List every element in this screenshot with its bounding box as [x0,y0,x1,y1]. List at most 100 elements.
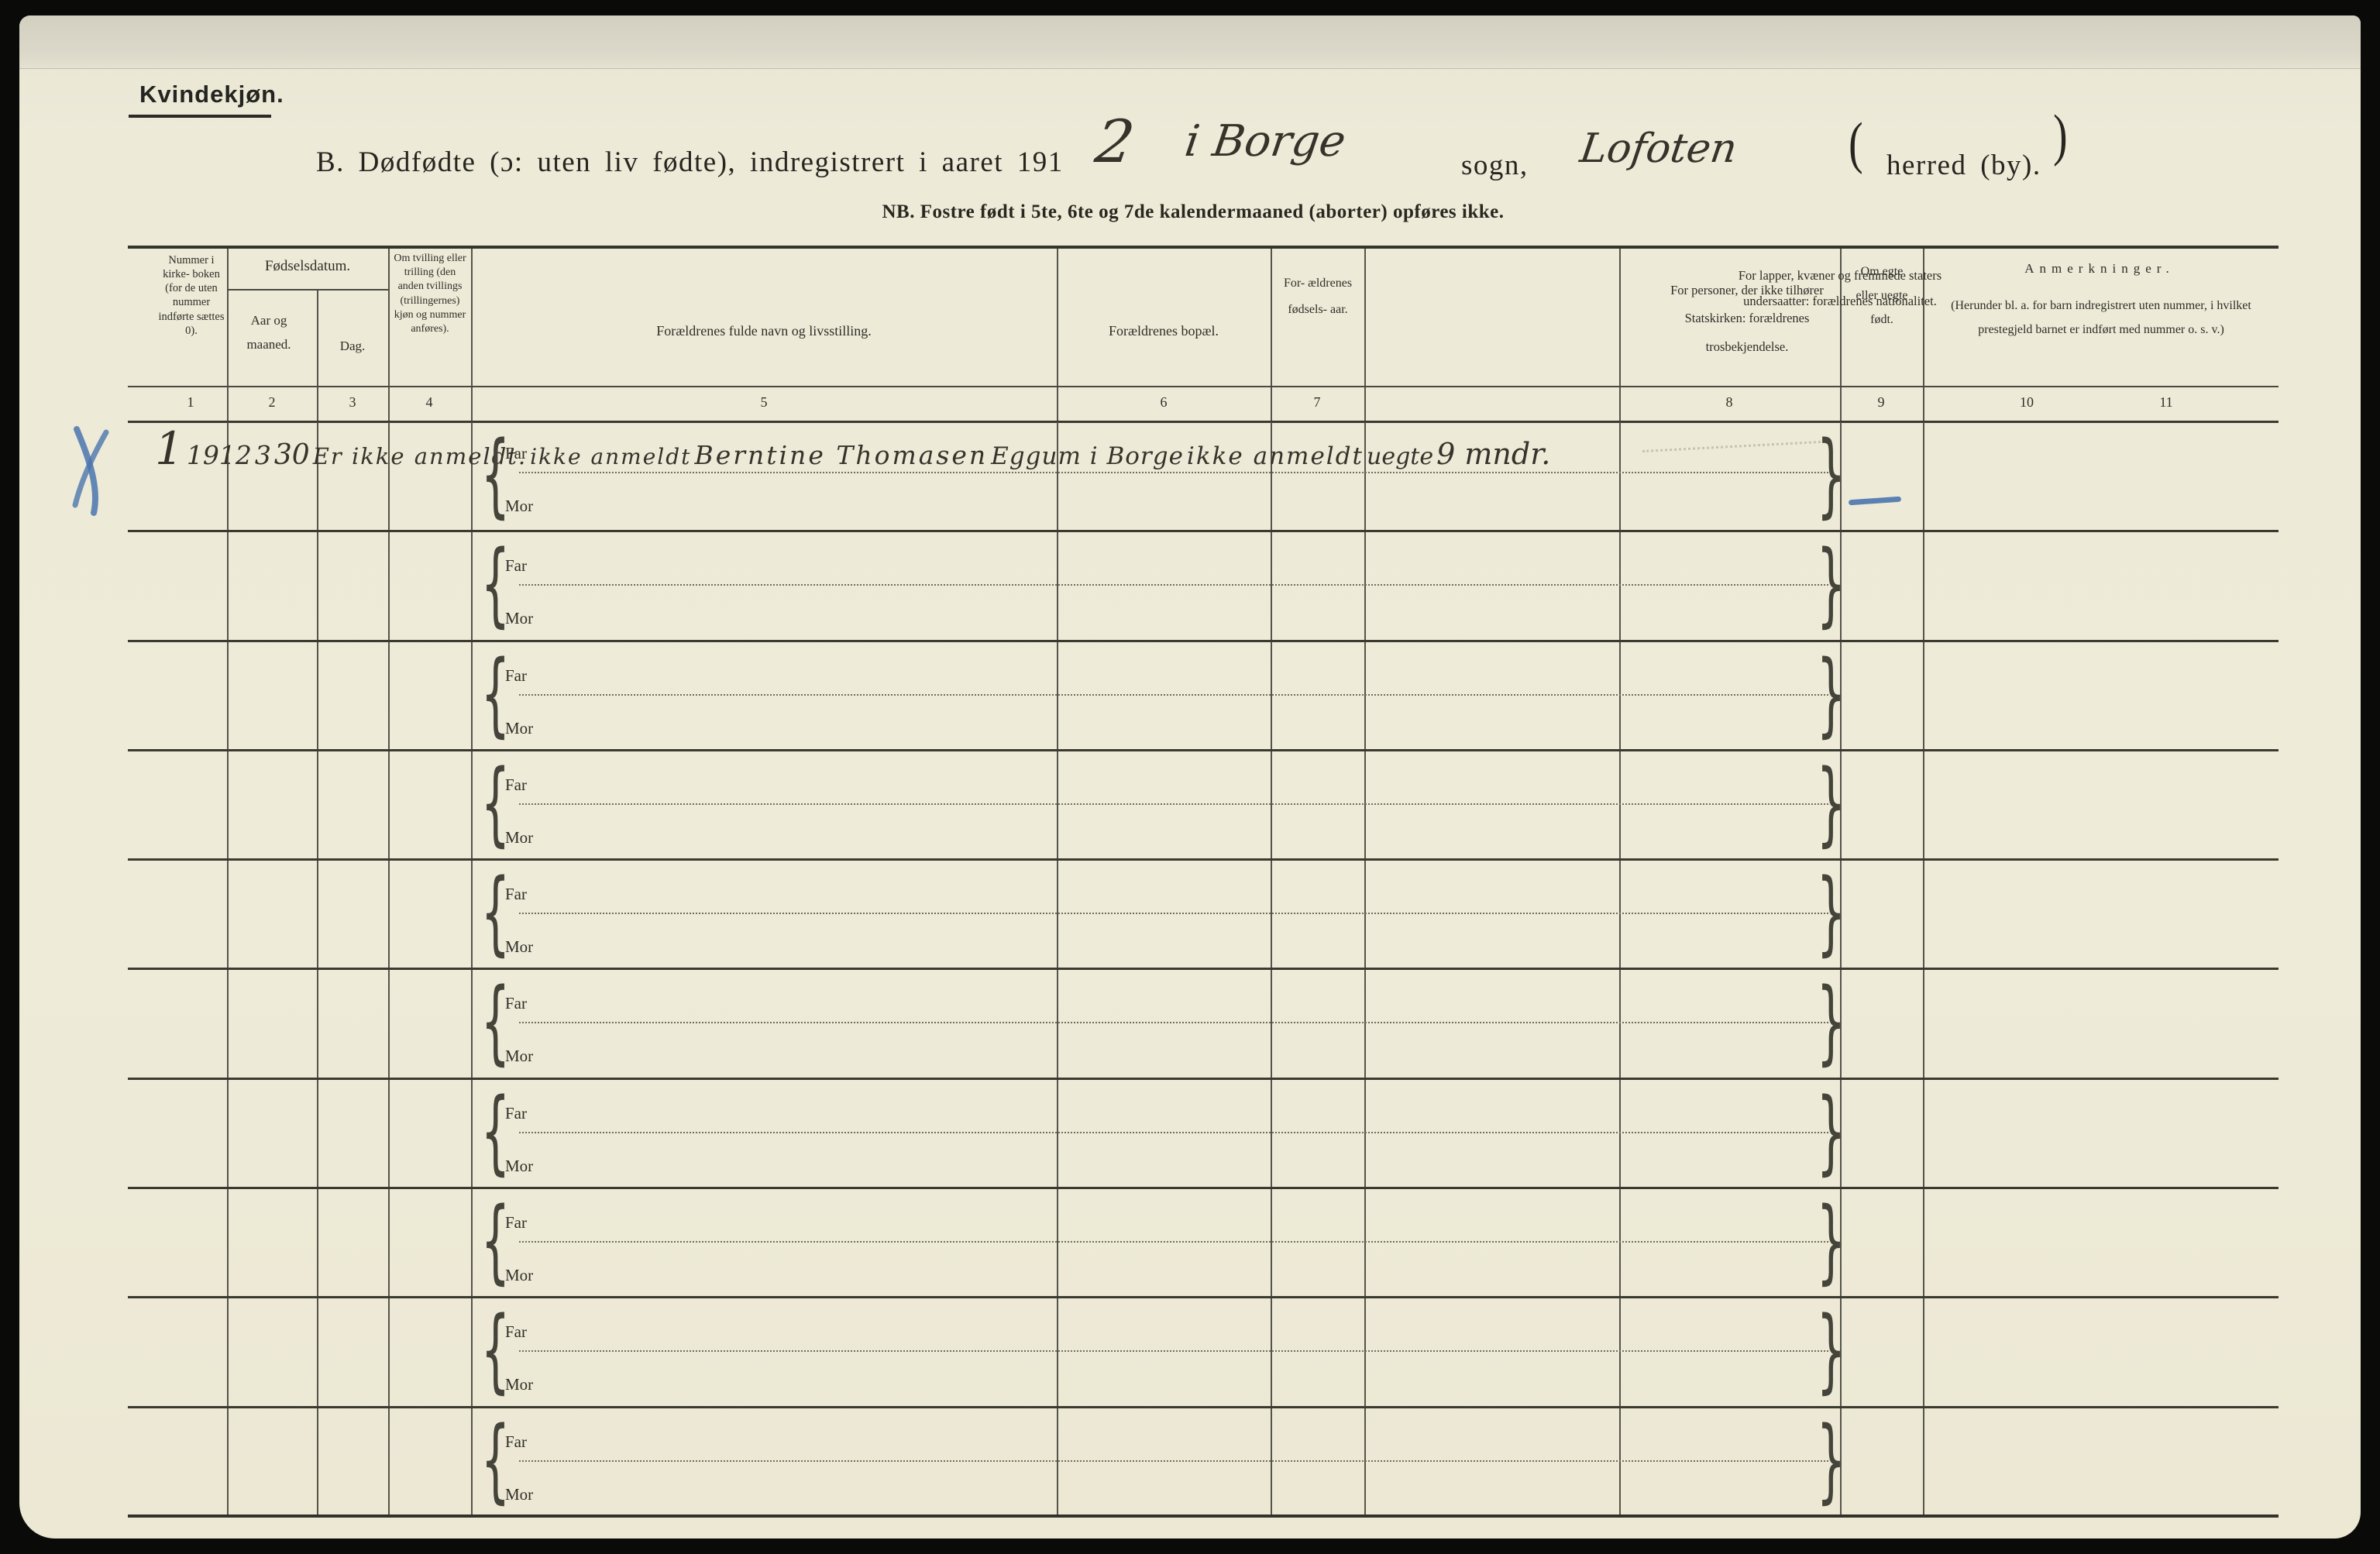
hw-legitimacy: uegte [1367,443,1434,470]
row-close-brace: } [1816,1296,1846,1404]
header-col11-sub: (Herunder bl. a. for barn indregistrert … [1951,299,2251,337]
mor-label: Mor [505,1484,534,1504]
header-col1: Nummer i kirke- boken (for de uten numme… [158,254,225,337]
far-label: Far [505,885,527,904]
blue-x-mark [66,425,120,521]
register-table: Fødselsdatum. Nummer i kirke- boken (for… [128,246,2279,1518]
header-col4: Om tvilling eller trilling (den anden tv… [394,253,466,335]
paper-sheet: Kvindekjøn. B. Dødfødte (ɔ: uten liv fød… [19,15,2361,1539]
far-label: Far [505,994,527,1013]
pencil-scribble [1642,440,1821,453]
far-label: Far [505,665,527,685]
header-col10: Om egte eller uegte født. [1856,265,1908,327]
mor-label: Mor [505,718,534,737]
colnum-2: 2 [268,394,276,410]
form-title: B. Dødfødte (ɔ: uten liv fødte), indregi… [316,146,1064,178]
table-header: Fødselsdatum. Nummer i kirke- boken (for… [128,246,2279,423]
row-open-brace: { [480,639,511,747]
row-close-brace: } [1816,1405,1846,1513]
row-close-brace: } [1816,421,1846,528]
row-close-brace: } [1816,1187,1846,1294]
table-row-empty: { Far Mor } [128,858,2279,971]
table-row-entry: { Far Mor } 1 1912 3 30 Er ikke anmeldt.… [128,421,2279,533]
header-col2: Aar og maaned. [246,313,291,352]
row-close-brace: } [1816,530,1846,638]
row-open-brace: { [480,968,511,1075]
table-top-rule [128,246,2279,249]
table-row-empty: { Far Mor } [128,639,2279,752]
header-col6: Forældrenes bopæl. [1109,323,1219,339]
paper-fold-band [19,15,2361,69]
table-row-empty: { Far Mor } [128,1405,2279,1518]
colnum-7: 7 [1313,394,1321,410]
colnum-8: 8 [1725,394,1733,410]
colnum-1: 1 [187,394,194,410]
section-heading: Kvindekjøn. [139,81,284,108]
colnum-11: 11 [2159,394,2173,410]
table-row-empty: { Far Mor } [128,1077,2279,1190]
close-paren: ) [2053,104,2068,167]
mor-label: Mor [505,1047,534,1066]
hw-mor-name: Berntine Thomasen [694,440,989,470]
handwritten-year: 2 [1091,107,1139,176]
row-open-brace: { [480,421,511,528]
mor-label: Mor [505,609,534,628]
table-row-empty: { Far Mor } [128,530,2279,642]
row-open-brace: { [480,1296,511,1404]
mor-label: Mor [505,1156,534,1175]
handwritten-district: Lofoten [1577,125,1740,172]
colnum-6: 6 [1160,394,1168,410]
blue-underline-mark [1848,496,1902,506]
mor-label: Mor [505,1266,534,1285]
header-col9: For lapper, kvæner og fremmede staters u… [1738,268,1942,308]
row-open-brace: { [480,1187,511,1294]
mor-label: Mor [505,1375,534,1394]
row-open-brace: { [480,1405,511,1513]
table-row-empty: { Far Mor } [128,748,2279,861]
hw-birth-year: 1912 [186,440,252,470]
hw-far-birth-year: ikke anmeldt [530,444,692,469]
row-open-brace: { [480,1077,511,1184]
nb-note: NB. Fostre født i 5te, 6te og 7de kalend… [882,201,1505,222]
row-close-brace: } [1816,858,1846,966]
far-label: Far [505,1103,527,1123]
handwritten-parish: i Borge [1181,116,1349,167]
row-close-brace: } [1816,639,1846,747]
row-close-brace: } [1816,748,1846,856]
table-body: { Far Mor } 1 1912 3 30 Er ikke anmeldt.… [128,421,2279,1518]
header-col8: For personer, der ikke tilhører Statskir… [1670,283,1824,354]
mor-label: Mor [505,827,534,847]
group-header-fodselsdatum: Fødselsdatum. [264,258,351,274]
table-row-empty: { Far Mor } [128,1296,2279,1408]
herred-label: herred (by). [1886,150,2041,181]
header-col3: Dag. [339,339,366,353]
row-close-brace: } [1816,968,1846,1075]
far-label: Far [505,1322,527,1342]
far-label: Far [505,775,527,794]
row-open-brace: { [480,530,511,638]
hw-remarks: 9 mndr. [1436,437,1551,471]
open-paren: ( [1849,112,1863,175]
header-col5: Forældrenes fulde navn og livsstilling. [656,323,872,339]
hw-birth-month: 3 [254,440,271,470]
colnum-4: 4 [425,394,433,410]
row-open-brace: { [480,858,511,966]
section-underline [129,115,271,118]
colnum-5: 5 [760,394,768,410]
row-open-brace: { [480,748,511,856]
mor-label: Mor [505,497,534,515]
colnum-9: 9 [1877,394,1885,410]
hw-mor-residence: Eggum i Borge [991,442,1184,470]
far-label: Far [505,1432,527,1451]
hw-church-book-number: 1 [155,422,184,475]
hw-mor-birth-year: ikke anmeldt [1186,442,1364,470]
table-row-empty: { Far Mor } [128,1187,2279,1299]
sogn-label: sogn, [1461,150,1529,181]
far-label: Far [505,556,527,576]
header-col7: For- ældrenes fødsels- aar. [1283,277,1353,316]
mor-label: Mor [505,937,534,957]
table-row-empty: { Far Mor } [128,968,2279,1081]
colnum-3: 3 [349,394,356,410]
hw-birth-day: 30 [273,439,310,471]
